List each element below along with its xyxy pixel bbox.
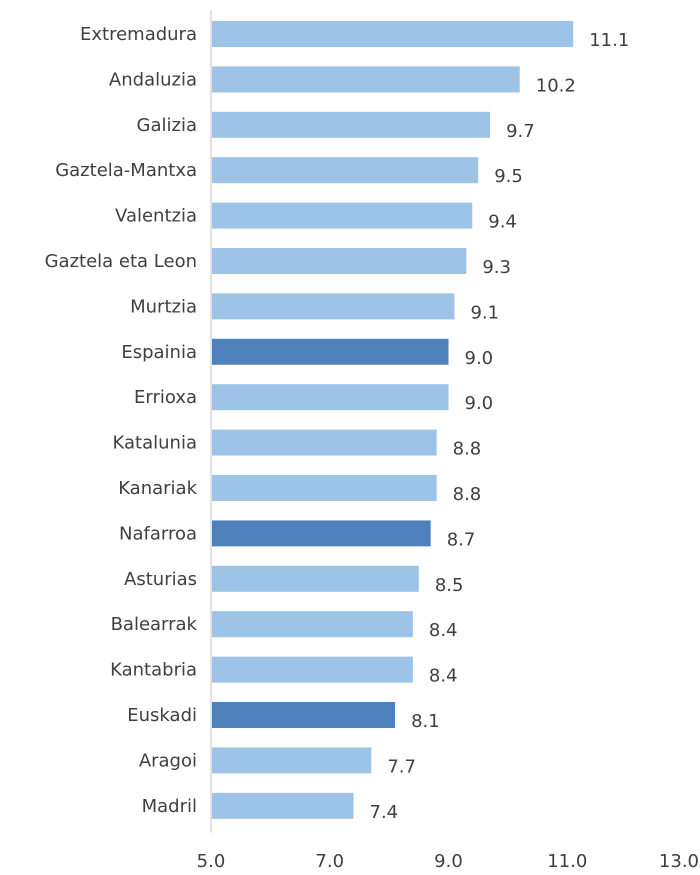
value-label-kanariak: 8.8 [453,484,482,505]
x-tick-label: 11.0 [547,851,587,871]
value-label-balearrak: 8.4 [429,620,458,641]
category-label-espainia: Espainia [121,342,197,363]
category-label-murtzia: Murtzia [130,296,197,317]
value-label-katalunia: 8.8 [453,439,482,460]
category-label-katalunia: Katalunia [113,433,197,454]
bar-euskadi [212,702,396,728]
bar-gaztela-mantxa [212,157,479,184]
bar-extremadura [212,21,574,47]
x-tick-label: 9.0 [434,851,463,871]
category-label-kantabria: Kantabria [110,660,197,681]
value-label-errioxa: 9.0 [465,393,494,414]
category-label-galizia: Galizia [137,115,197,136]
category-label-aragoi: Aragoi [139,750,197,771]
bar-balearrak [212,611,413,638]
category-label-balearrak: Balearrak [111,614,198,635]
value-label-euskadi: 8.1 [411,711,440,732]
value-label-gaztela-eta-leon: 9.3 [482,257,511,278]
category-label-gaztela-eta-leon: Gaztela eta Leon [45,251,197,272]
category-label-euskadi: Euskadi [127,705,197,726]
bar-asturias [212,565,419,592]
value-label-kantabria: 8.4 [429,666,458,687]
value-label-asturias: 8.5 [435,575,464,596]
value-label-extremadura: 11.1 [589,30,629,51]
bar-valentzia [212,202,473,229]
category-label-errioxa: Errioxa [134,387,197,408]
bar-kanariak [212,475,437,501]
x-tick-label: 5.0 [197,851,226,871]
value-label-gaztela-mantxa: 9.5 [494,166,523,187]
category-label-nafarroa: Nafarroa [119,523,197,544]
category-label-madril: Madril [142,796,197,817]
bar-nafarroa [212,520,431,547]
bar-espainia [212,338,449,365]
category-label-kanariak: Kanariak [118,478,197,499]
value-label-aragoi: 7.7 [387,756,416,777]
value-label-madril: 7.4 [370,802,399,823]
bar-madril [212,792,354,819]
category-label-andaluzia: Andaluzia [109,69,197,90]
bar-galizia [212,111,491,138]
bar-murtzia [212,293,455,320]
value-label-espainia: 9.0 [465,348,494,369]
value-label-murtzia: 9.1 [470,302,499,323]
category-label-gaztela-mantxa: Gaztela-Mantxa [55,160,197,181]
x-tick-label: 13.0 [659,851,699,871]
value-label-nafarroa: 8.7 [447,529,476,550]
bar-andaluzia [212,66,520,93]
category-label-valentzia: Valentzia [115,206,197,227]
value-label-galizia: 9.7 [506,121,535,142]
bar-aragoi [212,747,372,774]
bar-kantabria [212,656,413,683]
value-label-valentzia: 9.4 [488,212,517,233]
bar-katalunia [212,429,437,456]
value-label-andaluzia: 10.2 [536,75,576,96]
category-label-extremadura: Extremadura [80,24,197,45]
bar-gaztela-eta-leon [212,248,467,274]
category-label-asturias: Asturias [124,569,197,590]
x-tick-label: 7.0 [315,851,344,871]
bar-errioxa [212,384,449,411]
